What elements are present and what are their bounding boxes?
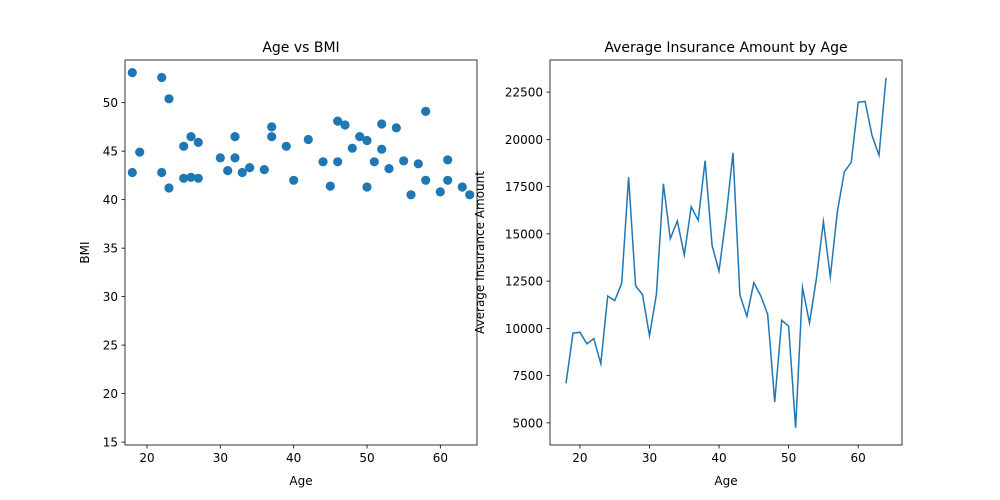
chart1-scatter-point <box>179 173 189 183</box>
chart1-scatter-point <box>303 134 313 145</box>
chart1-scatter-point <box>164 183 174 193</box>
chart2-y-tick-label: 7500 <box>512 369 543 383</box>
chart1-scatter-point <box>289 175 299 185</box>
chart1-y-tick-label: 20 <box>103 387 118 401</box>
chart1-scatter-point <box>333 157 343 167</box>
chart1-scatter-point <box>157 72 167 83</box>
chart1-scatter-point <box>340 120 350 130</box>
chart2-axes-frame <box>549 59 903 446</box>
chart1-scatter-point <box>259 165 269 175</box>
chart1-scatter-point <box>193 173 203 183</box>
chart1-scatter-point <box>391 123 401 133</box>
chart2-x-axis-label: Age <box>714 474 737 488</box>
chart2-x-tick-label: 30 <box>642 451 657 465</box>
chart2-y-tick-label: 15000 <box>505 227 543 241</box>
chart1-scatter-point <box>267 122 277 132</box>
chart1-scatter-point <box>230 132 240 142</box>
chart1-scatter-point <box>179 141 189 151</box>
chart1-x-tick-label: 50 <box>359 451 374 465</box>
chart1-y-axis-label: BMI <box>78 241 92 263</box>
chart1-scatter-point <box>157 167 167 178</box>
chart1-scatter-point <box>465 190 475 200</box>
chart1-x-tick-label: 30 <box>213 451 228 465</box>
chart2-y-tick-label: 12500 <box>505 275 543 289</box>
chart1-scatter-point <box>127 68 137 78</box>
chart1-scatter-point <box>421 175 431 185</box>
chart1-scatter-point <box>135 147 145 157</box>
chart2-x-tick-label: 40 <box>711 451 726 465</box>
chart1-scatter-point <box>186 172 196 182</box>
chart1-scatter-point <box>193 137 203 147</box>
chart1-scatter-point <box>230 153 240 163</box>
chart1-x-tick-label: 20 <box>139 451 154 465</box>
chart1-title: Age vs BMI <box>262 40 339 56</box>
chart1-scatter-point <box>457 182 467 192</box>
chart2-series-line <box>565 77 887 428</box>
chart1-scatter-point <box>245 163 255 173</box>
chart1-scatter-point <box>318 157 328 167</box>
chart2-x-tick-label: 60 <box>851 451 866 465</box>
chart1-y-tick-label: 35 <box>103 242 118 256</box>
chart1-scatter-point <box>399 156 409 166</box>
chart1-y-tick-label: 40 <box>103 193 118 207</box>
chart1-x-tick-label: 60 <box>433 451 448 465</box>
chart1-scatter-point <box>325 181 335 191</box>
chart1-y-tick-label: 15 <box>103 436 118 450</box>
chart1-x-tick-label: 40 <box>286 451 301 465</box>
chart1-scatter-point <box>127 167 137 178</box>
chart2-y-tick-label: 17500 <box>505 180 543 194</box>
chart1-scatter-point <box>377 144 387 154</box>
chart1-scatter-point <box>443 175 453 185</box>
chart2-title: Average Insurance Amount by Age <box>604 40 847 56</box>
chart1-y-tick-label: 30 <box>103 290 118 304</box>
chart1-scatter-point <box>267 132 277 142</box>
chart1-x-axis-label: Age <box>289 474 312 488</box>
chart1-scatter-point <box>164 94 174 104</box>
chart1-scatter-point <box>443 155 453 165</box>
chart1-axes-frame <box>124 59 478 446</box>
chart2-x-tick-label: 50 <box>781 451 796 465</box>
chart1-scatter-point <box>281 141 291 151</box>
chart1-y-tick-label: 25 <box>103 339 118 353</box>
chart2-y-tick-label: 20000 <box>505 133 543 147</box>
chart2-y-axis-label: Average Insurance Amount <box>473 171 487 334</box>
chart1-scatter-point <box>435 187 445 197</box>
chart2-y-tick-label: 10000 <box>505 322 543 336</box>
chart1-scatter-point <box>237 167 247 178</box>
chart1-scatter-point <box>223 166 233 176</box>
chart1-scatter-point <box>355 132 365 142</box>
chart1-scatter-point <box>369 157 379 167</box>
chart2-y-tick-label: 5000 <box>512 416 543 430</box>
chart1-y-tick-label: 50 <box>103 96 118 110</box>
chart1-scatter-point <box>406 190 416 200</box>
chart1-scatter-point <box>377 119 387 129</box>
chart1-scatter-point <box>362 182 372 192</box>
chart1-scatter-point <box>362 135 372 146</box>
chart1-scatter-point <box>186 132 196 142</box>
chart2-y-tick-label: 22500 <box>505 86 543 100</box>
chart1-scatter-point <box>413 159 423 169</box>
chart1-scatter-point <box>215 153 225 163</box>
chart1-scatter-point <box>384 164 394 174</box>
chart2-x-tick-label: 20 <box>572 451 587 465</box>
chart1-scatter-point <box>347 143 357 153</box>
chart1-scatter-point <box>333 116 343 126</box>
chart1-scatter-point <box>421 106 431 116</box>
chart1-y-tick-label: 45 <box>103 145 118 159</box>
